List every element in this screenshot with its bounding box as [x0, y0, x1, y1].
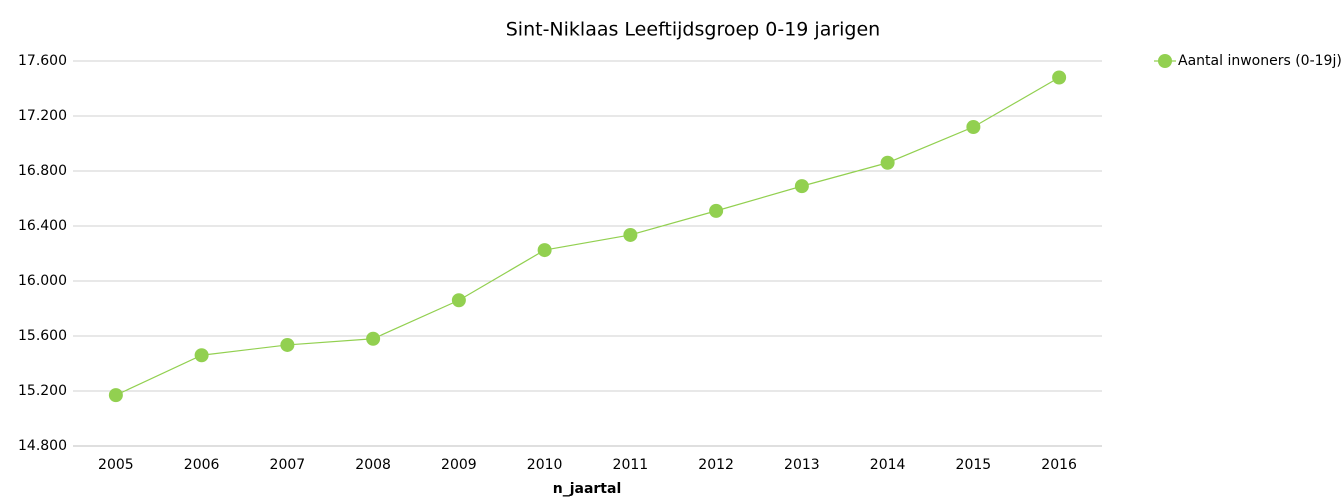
y-tick-label: 16.400	[18, 218, 67, 234]
marker	[623, 227, 638, 242]
x-tick-label: 2007	[270, 457, 306, 473]
y-tick-label: 17.600	[18, 53, 67, 69]
chart-title: Sint-Niklaas Leeftijdsgroep 0-19 jarigen	[506, 19, 880, 41]
x-tick-label: 2016	[1041, 457, 1077, 473]
x-tick-label: 2006	[184, 457, 220, 473]
x-tick-label: 2009	[441, 457, 477, 473]
marker	[709, 203, 724, 218]
x-tick-label: 2013	[784, 457, 820, 473]
y-tick-label: 16.000	[18, 273, 67, 289]
line	[115, 76, 1060, 396]
x-tick-label: 2005	[98, 457, 134, 473]
marker	[1052, 70, 1067, 85]
y-tick-label: 15.200	[18, 383, 67, 399]
x-tick-label: 2012	[698, 457, 734, 473]
marker	[966, 120, 981, 134]
marker	[794, 179, 809, 194]
y-tick-label: 16.800	[18, 163, 67, 179]
marker	[108, 388, 123, 403]
x-tick-label: 2015	[956, 457, 992, 473]
x-tick-label: 2008	[355, 457, 391, 473]
x-tick-label: 2010	[527, 457, 563, 473]
marker	[451, 293, 466, 308]
marker	[194, 348, 209, 363]
marker	[280, 337, 295, 352]
x-axis-title: n_jaartal	[553, 481, 622, 497]
legend-marker	[1158, 54, 1172, 68]
y-tick-label: 14.800	[18, 438, 67, 454]
x-tick-label: 2014	[870, 457, 906, 473]
y-tick-label: 15.600	[18, 328, 67, 344]
marker	[880, 155, 895, 170]
marker	[366, 331, 381, 346]
legend-label: Aantal inwoners (0-19j)	[1178, 53, 1342, 69]
marker	[537, 243, 552, 258]
y-tick-label: 17.200	[18, 108, 67, 124]
x-tick-label: 2011	[613, 457, 649, 473]
